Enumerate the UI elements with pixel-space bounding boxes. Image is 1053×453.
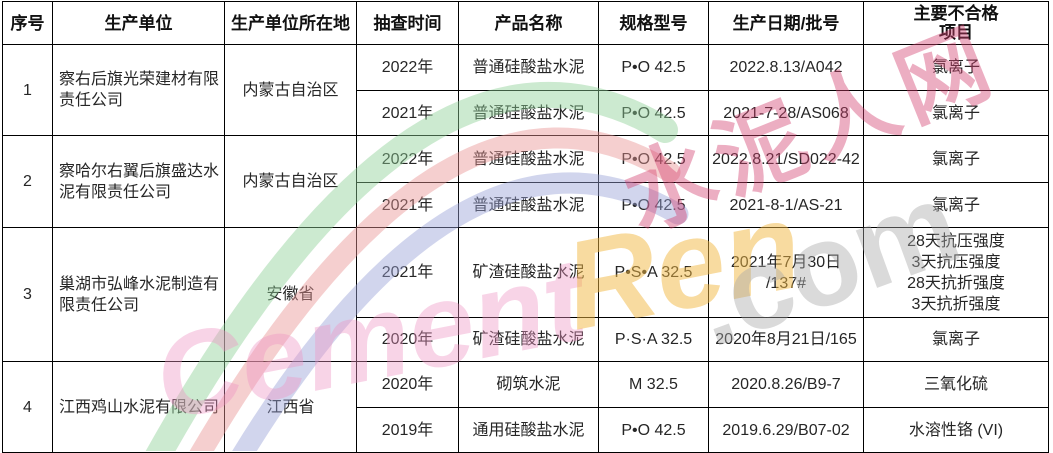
table-row: 4 江西鸡山水泥有限公司 江西省 2020年 砌筑水泥 M 32.5 2020.…: [2, 361, 1049, 453]
cell-time: 2020年: [356, 317, 459, 362]
col-header-time: 抽查时间: [356, 1, 459, 45]
cell-defect: 三氧化硫: [863, 361, 1049, 408]
cell-product: 普通硅酸盐水泥: [458, 90, 599, 136]
cell-spec: P•O 42.5: [598, 135, 709, 183]
cell-defect: 氯离子: [863, 182, 1049, 228]
cell-company: 江西鸡山水泥有限公司: [52, 361, 225, 453]
cell-batch: 2021-7-28/AS068: [708, 90, 864, 136]
cell-serial: 1: [2, 44, 53, 136]
cell-defect: 氯离子: [863, 317, 1049, 362]
table-row: 1 察右后旗光荣建材有限责任公司 内蒙古自治区 2022年 普通硅酸盐水泥 P•…: [2, 44, 1049, 136]
col-header-batch: 生产日期/批号: [708, 1, 864, 45]
cell-product: 通用硅酸盐水泥: [458, 407, 599, 453]
cell-batch: 2022.8.13/A042: [708, 44, 864, 91]
cell-company: 巢湖市弘峰水泥制造有限责任公司: [52, 227, 225, 362]
cell-serial: 3: [2, 227, 53, 362]
cell-spec: M 32.5: [598, 361, 709, 408]
cell-spec: P•O 42.5: [598, 90, 709, 136]
cell-batch: 2021-8-1/AS-21: [708, 182, 864, 228]
cell-product: 普通硅酸盐水泥: [458, 44, 599, 91]
cell-product: 矿渣硅酸盐水泥: [458, 317, 599, 362]
cell-time: 2020年: [356, 361, 459, 408]
table-row: 2021年 普通硅酸盐水泥 P•O 42.5 2021-7-28/AS068 氯…: [3, 90, 1049, 136]
cell-region: 内蒙古自治区: [224, 44, 357, 136]
cell-time: 2021年: [356, 227, 459, 318]
cell-product: 普通硅酸盐水泥: [458, 135, 599, 183]
cell-time: 2022年: [356, 44, 459, 91]
cell-time: 2022年: [356, 135, 459, 183]
col-header-defect: 主要不合格 项目: [863, 1, 1049, 45]
cell-product: 普通硅酸盐水泥: [458, 182, 599, 228]
col-header-region: 生产单位所在地: [224, 1, 357, 45]
col-header-product: 产品名称: [458, 1, 599, 45]
cell-region: 江西省: [224, 361, 357, 453]
cell-defect: 水溶性铬 (VI): [863, 407, 1049, 453]
cell-serial: 4: [2, 361, 53, 453]
cell-company: 察哈尔右翼后旗盛达水泥有限责任公司: [52, 135, 225, 228]
cell-product: 矿渣硅酸盐水泥: [458, 227, 599, 318]
cell-spec: P·S·A 32.5: [598, 317, 709, 362]
cell-batch: 2021年7月30日 /137#: [708, 227, 864, 318]
cell-defect: 氯离子: [863, 90, 1049, 136]
cell-time: 2021年: [356, 90, 459, 136]
cell-batch: 2019.6.29/B07-02: [708, 407, 864, 453]
cell-time: 2021年: [356, 182, 459, 228]
cell-spec: P•O 42.5: [598, 44, 709, 91]
cell-region: 安徽省: [224, 227, 357, 362]
header-row: 序号 生产单位 生产单位所在地 抽查时间 产品名称 规格型号 生产日期/批号 主…: [2, 1, 1049, 45]
cell-serial: 2: [2, 135, 53, 228]
table-row: 2019年 通用硅酸盐水泥 P•O 42.5 2019.6.29/B07-02 …: [3, 407, 1049, 453]
cell-defect: 28天抗压强度 3天抗压强度 28天抗折强度 3天抗折强度: [863, 227, 1049, 318]
cell-defect: 氯离子: [863, 44, 1049, 91]
table-row: 3 巢湖市弘峰水泥制造有限责任公司 安徽省 2021年 矿渣硅酸盐水泥 P•S•…: [2, 227, 1049, 362]
cell-batch: 2022.8.21/SD022-42: [708, 135, 864, 183]
cell-batch: 2020年8月21日/165: [708, 317, 864, 362]
cell-spec: P•S•A 32.5: [598, 227, 709, 318]
col-header-serial: 序号: [2, 1, 53, 45]
cell-spec: P•O 42.5: [598, 407, 709, 453]
cell-spec: P•O 42.5: [598, 182, 709, 228]
table-row: 2021年 普通硅酸盐水泥 P•O 42.5 2021-8-1/AS-21 氯离…: [3, 182, 1049, 228]
cell-region: 内蒙古自治区: [224, 135, 357, 228]
cell-time: 2019年: [356, 407, 459, 453]
col-header-spec: 规格型号: [598, 1, 709, 45]
table-row: 2020年 矿渣硅酸盐水泥 P·S·A 32.5 2020年8月21日/165 …: [3, 317, 1049, 362]
cell-company: 察右后旗光荣建材有限责任公司: [52, 44, 225, 136]
cell-batch: 2020.8.26/B9-7: [708, 361, 864, 408]
cell-defect: 氯离子: [863, 135, 1049, 183]
cell-product: 砌筑水泥: [458, 361, 599, 408]
col-header-company: 生产单位: [52, 1, 225, 45]
table-row: 2 察哈尔右翼后旗盛达水泥有限责任公司 内蒙古自治区 2022年 普通硅酸盐水泥…: [2, 135, 1049, 228]
